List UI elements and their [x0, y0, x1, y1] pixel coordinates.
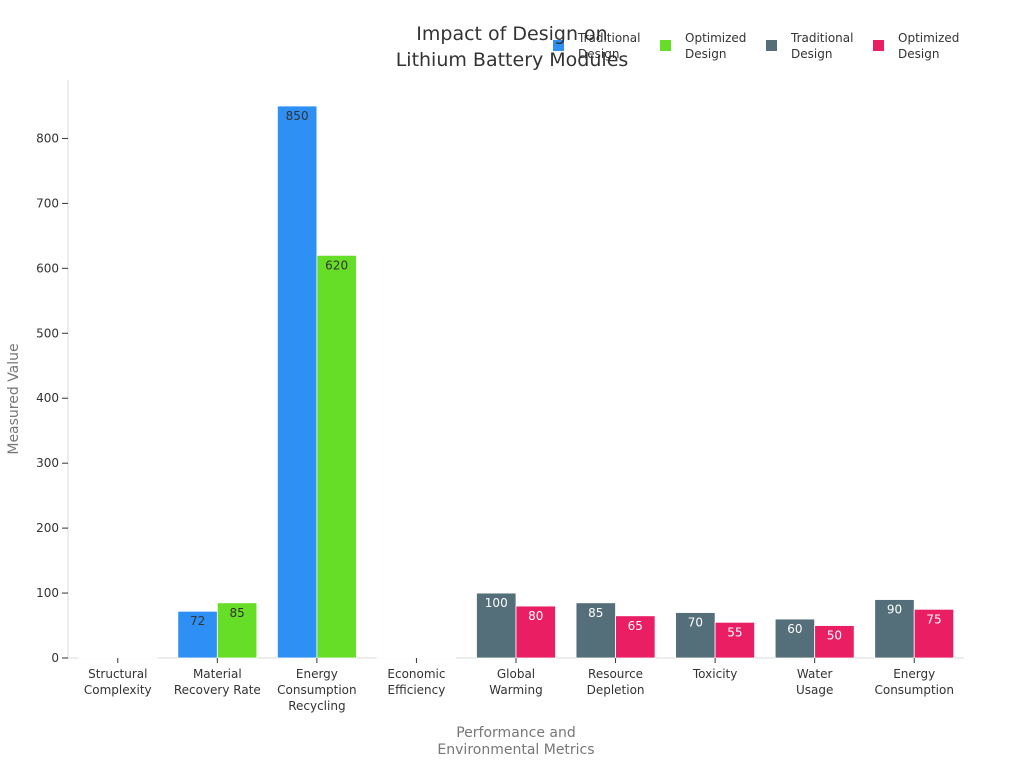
bar-value-label: 60	[787, 622, 802, 636]
bar-labels: 72 85 850 620 100 80 85 65 70 55 60 50 90 75	[190, 109, 942, 643]
bar-value-label: 50	[827, 629, 842, 643]
bar	[177, 610, 218, 659]
x-tick-label: Energy Consumption	[874, 667, 953, 697]
bar-value-label: 72	[190, 614, 205, 628]
legend: Traditional Design Optimized Design Traditio…	[553, 31, 959, 61]
bar-value-label: 80	[528, 609, 543, 623]
legend-item: Optimized Design	[873, 31, 959, 61]
y-tick-label: 0	[51, 651, 59, 665]
bar-value-label: 70	[688, 616, 703, 630]
y-tick-label: 800	[36, 131, 59, 145]
legend-swatch	[766, 40, 777, 51]
bar-value-label: 850	[286, 109, 309, 123]
bars	[77, 105, 955, 659]
bar-value-label: 620	[325, 258, 348, 272]
bar	[476, 592, 517, 659]
bar	[316, 254, 357, 659]
bar-value-label: 85	[229, 606, 244, 620]
legend-label: Traditional Design	[790, 31, 853, 61]
legend-swatch	[873, 40, 884, 51]
bar	[714, 621, 756, 659]
bar	[276, 105, 318, 659]
bar	[416, 656, 457, 659]
bar-value-label: 75	[926, 612, 941, 626]
bar	[77, 656, 119, 659]
legend-swatch	[553, 40, 564, 51]
bar	[874, 599, 915, 659]
bar	[515, 605, 556, 659]
legend-label: Optimized Design	[685, 31, 746, 61]
bar	[913, 608, 955, 659]
y-tick-label: 500	[36, 326, 59, 340]
y-tick-label: 200	[36, 521, 59, 535]
bar-value-label: 100	[485, 596, 508, 610]
chart-title: Impact of Design on Lithium Battery Modul…	[396, 23, 629, 71]
bar	[376, 656, 417, 659]
x-tick-label: Toxicity	[692, 667, 737, 681]
axes	[67, 80, 964, 659]
y-tick-labels: 0 100 200 300 400 500 600 700 800	[36, 131, 68, 665]
legend-item: Optimized Design	[660, 31, 746, 61]
chart-title-line: Lithium Battery Modules	[396, 49, 629, 71]
bar	[615, 615, 656, 659]
y-tick-label: 600	[36, 261, 59, 275]
bar-value-label: 55	[727, 625, 742, 639]
y-tick-label: 300	[36, 456, 59, 470]
x-tick-label: Economic Efficiency	[387, 667, 445, 697]
x-tick-label: Global Warming	[489, 667, 542, 697]
bar	[814, 625, 855, 659]
bar	[216, 602, 258, 659]
legend-label: Optimized Design	[898, 31, 959, 61]
x-axis-title: Performance and Environmental Metrics	[437, 725, 594, 758]
x-tick-label: Structural Complexity	[84, 667, 152, 697]
chart-title-line: Impact of Design on	[416, 23, 607, 45]
legend-item: Traditional Design	[766, 31, 853, 61]
bar-value-label: 65	[628, 619, 643, 633]
y-tick-label: 400	[36, 391, 59, 405]
x-tick-labels: Structural Complexity Material Recovery Rat…	[84, 658, 954, 713]
y-tick-label: 100	[36, 586, 59, 600]
x-tick-label: Resource Depletion	[587, 667, 645, 697]
bar-value-label: 85	[588, 606, 603, 620]
legend-label: Traditional Design	[577, 31, 640, 61]
legend-item: Traditional Design	[553, 31, 640, 61]
bar-value-label: 90	[887, 603, 902, 617]
x-tick-label: Water Usage	[796, 667, 833, 697]
legend-swatch	[660, 40, 671, 51]
y-axis-title: Measured Value	[6, 343, 22, 454]
x-tick-label: Material Recovery Rate	[174, 667, 261, 697]
x-tick-label: Energy Consumption Recycling	[277, 667, 356, 713]
bar	[117, 656, 158, 659]
axis-titles: Measured Value Performance and Environment…	[6, 343, 595, 758]
y-tick-label: 700	[36, 196, 59, 210]
